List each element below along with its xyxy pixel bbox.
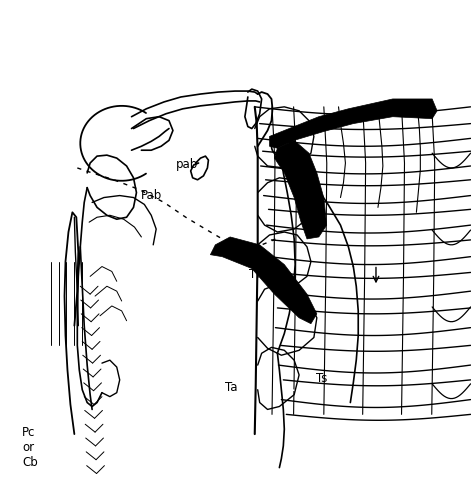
Polygon shape: [274, 141, 327, 240]
Text: Pab: Pab: [141, 189, 163, 202]
Text: 1: 1: [287, 381, 295, 394]
Text: Pc
or
Cb: Pc or Cb: [22, 425, 38, 468]
Text: Ta: Ta: [225, 381, 238, 394]
Text: Tl: Tl: [249, 267, 259, 280]
Text: Ts: Ts: [317, 371, 328, 384]
Polygon shape: [210, 238, 317, 324]
Polygon shape: [270, 100, 437, 149]
Text: pab: pab: [176, 158, 199, 171]
Text: 2: 2: [189, 305, 197, 318]
Text: 3: 3: [128, 253, 136, 266]
